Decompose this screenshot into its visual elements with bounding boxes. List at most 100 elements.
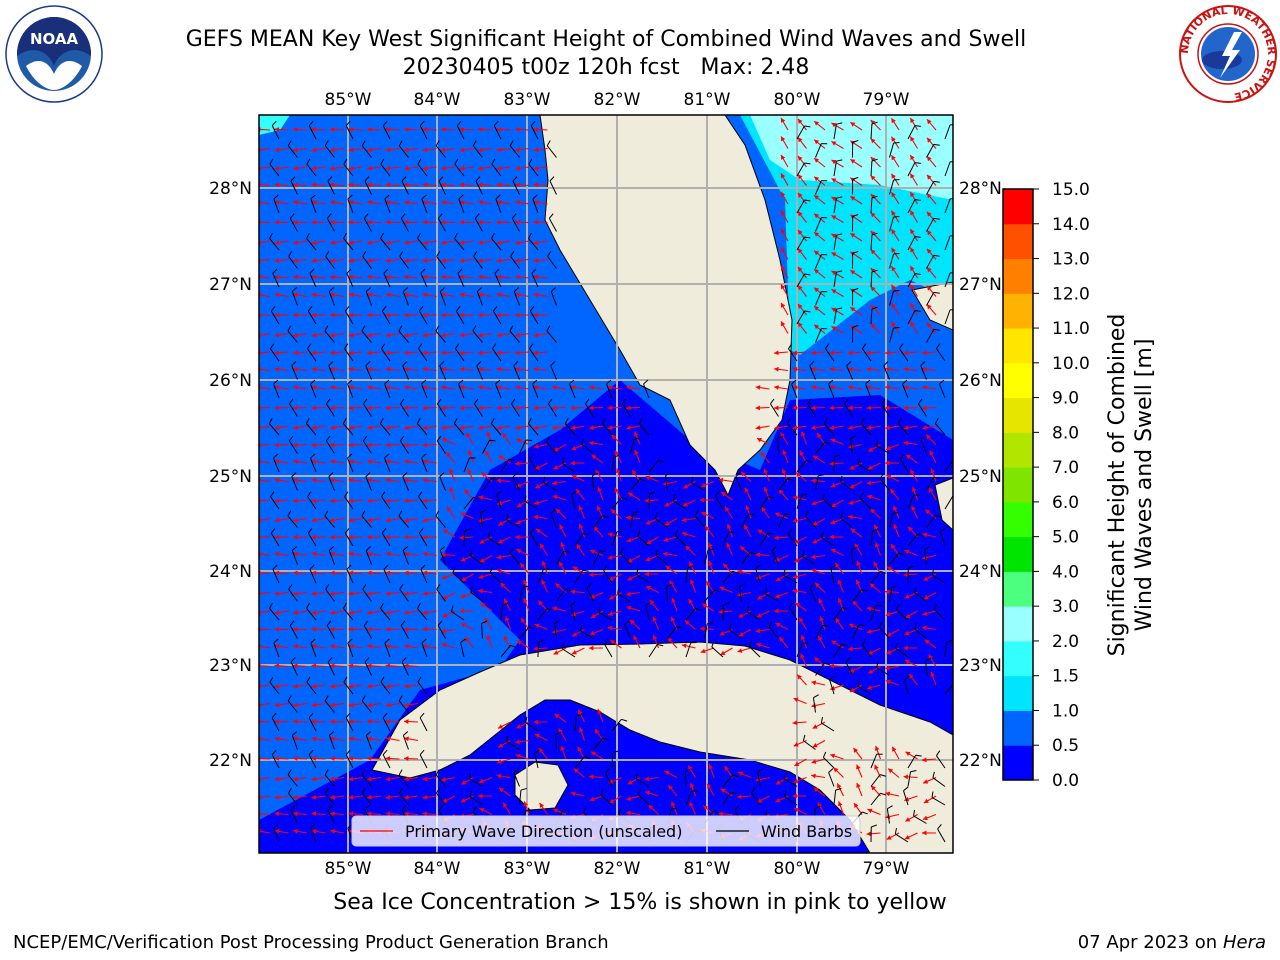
wave-arrow xyxy=(884,405,900,411)
wave-arrow xyxy=(646,536,659,545)
wind-barb xyxy=(512,472,520,491)
wave-arrow xyxy=(831,251,844,260)
wind-barb xyxy=(586,583,594,602)
wave-arrow xyxy=(533,443,548,449)
wind-barb xyxy=(944,459,953,473)
wave-arrow xyxy=(848,646,863,652)
wind-barb xyxy=(617,587,631,602)
longitude-labels: 85°W85°W84°W84°W83°W83°W82°W82°W81°W81°W… xyxy=(325,90,910,879)
wave-arrow xyxy=(293,147,308,153)
wave-arrow xyxy=(664,499,678,507)
wave-arrow xyxy=(459,219,474,225)
wave-arrow xyxy=(885,791,900,797)
wave-arrow xyxy=(552,385,567,390)
wave-arrow xyxy=(274,425,289,431)
wave-arrow xyxy=(577,709,585,723)
wave-arrow xyxy=(422,385,437,390)
wave-arrow xyxy=(385,756,400,761)
wave-arrow xyxy=(385,165,400,171)
wind-barb xyxy=(796,459,813,473)
wave-arrow xyxy=(837,801,845,815)
wave-arrow xyxy=(385,366,400,372)
wave-arrow xyxy=(348,219,363,225)
wave-arrow xyxy=(720,491,733,501)
wind-barb xyxy=(381,491,391,510)
wave-arrow xyxy=(866,684,881,690)
wind-barb xyxy=(788,343,798,362)
wind-barb xyxy=(271,120,280,140)
wave-arrow xyxy=(792,366,807,372)
wind-barb xyxy=(554,620,561,639)
wind-barb xyxy=(307,491,317,510)
wind-barb xyxy=(328,472,335,491)
wave-arrow xyxy=(909,210,918,223)
wave-arrow xyxy=(478,588,493,594)
legend-wave-label: Primary Wave Direction (unscaled) xyxy=(405,822,682,841)
wave-arrow xyxy=(441,366,456,372)
wind-barb xyxy=(325,584,335,602)
land-isla-juventud xyxy=(514,761,569,811)
wave-arrow xyxy=(907,526,918,538)
wind-barb xyxy=(325,435,335,454)
wave-arrow xyxy=(607,425,622,431)
wind-barb xyxy=(273,823,280,843)
wave-arrow xyxy=(652,616,660,630)
wave-arrow xyxy=(866,831,881,837)
wave-arrow xyxy=(465,432,474,445)
wind-barb xyxy=(550,287,557,306)
wind-barb xyxy=(907,494,920,510)
wind-barb xyxy=(382,749,391,769)
wave-arrow xyxy=(459,385,474,390)
wave-arrow xyxy=(813,157,826,168)
lat-label-right-6: 22°N xyxy=(959,751,1002,771)
wave-arrow xyxy=(348,663,363,669)
wave-arrow xyxy=(634,449,641,464)
wave-arrow xyxy=(773,405,789,411)
wave-arrow xyxy=(515,332,530,338)
wave-arrow xyxy=(909,302,918,316)
wind-barb xyxy=(665,472,672,491)
wind-barb xyxy=(796,273,811,288)
wave-arrow xyxy=(330,385,345,390)
wind-barb xyxy=(796,493,808,510)
wave-arrow xyxy=(797,229,807,242)
wave-arrow xyxy=(835,617,844,630)
wave-arrow xyxy=(422,643,437,649)
wave-arrow xyxy=(311,459,326,464)
wind-barb xyxy=(585,398,594,417)
wave-arrow xyxy=(903,774,918,780)
wind-barb xyxy=(896,604,909,621)
wave-arrow xyxy=(467,449,475,464)
wave-arrow xyxy=(811,425,826,431)
wave-arrow xyxy=(609,639,622,649)
wind-barb xyxy=(458,379,465,399)
wind-barb xyxy=(402,287,409,306)
wave-arrow xyxy=(385,442,400,448)
wave-arrow xyxy=(909,136,918,149)
wave-arrow xyxy=(311,702,326,708)
wave-arrow xyxy=(441,240,456,245)
wind-barb xyxy=(809,361,816,380)
wave-arrow xyxy=(329,405,345,411)
wave-arrow xyxy=(718,609,733,615)
wave-arrow xyxy=(292,442,308,448)
wave-arrow xyxy=(311,147,326,153)
wave-arrow xyxy=(293,591,308,596)
wind-barb xyxy=(876,661,890,676)
wind-barb xyxy=(291,287,298,306)
wind-barb xyxy=(419,749,428,769)
wind-barbs xyxy=(268,120,953,843)
wave-arrow xyxy=(274,219,289,225)
wind-barb xyxy=(685,607,702,621)
wave-arrow xyxy=(366,405,382,411)
wave-arrow xyxy=(274,332,289,338)
wave-arrow xyxy=(534,481,548,489)
wave-arrow xyxy=(792,425,807,431)
wave-arrow xyxy=(348,274,363,280)
wave-arrow xyxy=(385,702,400,708)
wave-arrow xyxy=(404,517,419,523)
lat-label-right-4: 24°N xyxy=(959,562,1002,582)
wave-arrow xyxy=(856,764,863,778)
wave-arrow xyxy=(797,155,807,168)
wave-arrow xyxy=(348,147,363,153)
